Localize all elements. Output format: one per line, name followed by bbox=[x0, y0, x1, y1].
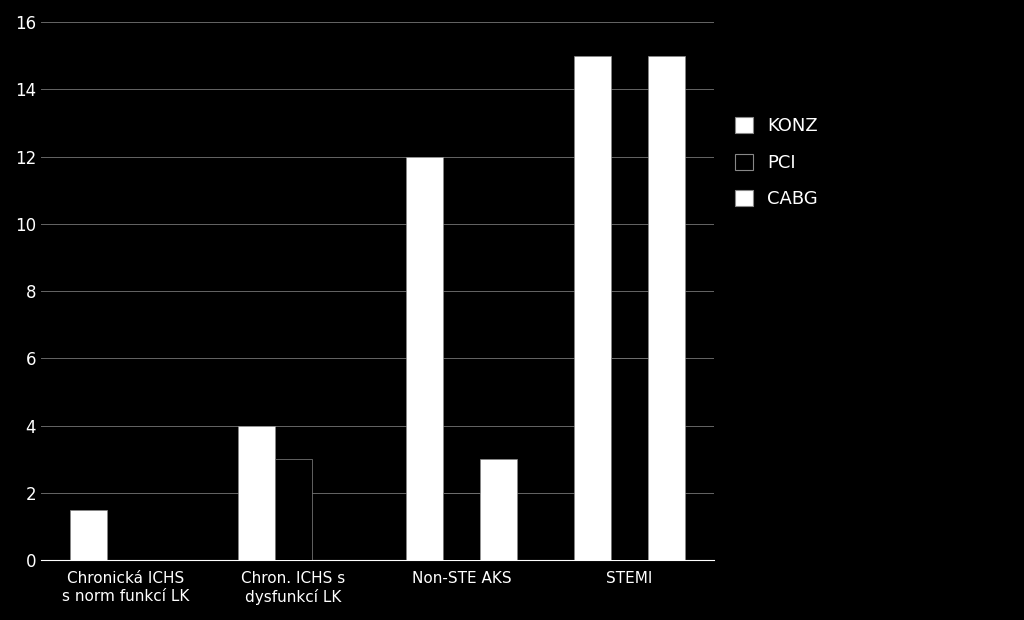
Bar bbox=[274, 459, 312, 560]
Bar bbox=[407, 157, 443, 560]
Bar bbox=[611, 358, 648, 560]
Legend: KONZ, PCI, CABG: KONZ, PCI, CABG bbox=[729, 112, 823, 213]
Bar bbox=[70, 510, 106, 560]
Bar bbox=[480, 459, 517, 560]
Bar bbox=[443, 493, 480, 560]
Bar bbox=[648, 56, 685, 560]
Bar bbox=[238, 426, 274, 560]
Bar bbox=[574, 56, 611, 560]
